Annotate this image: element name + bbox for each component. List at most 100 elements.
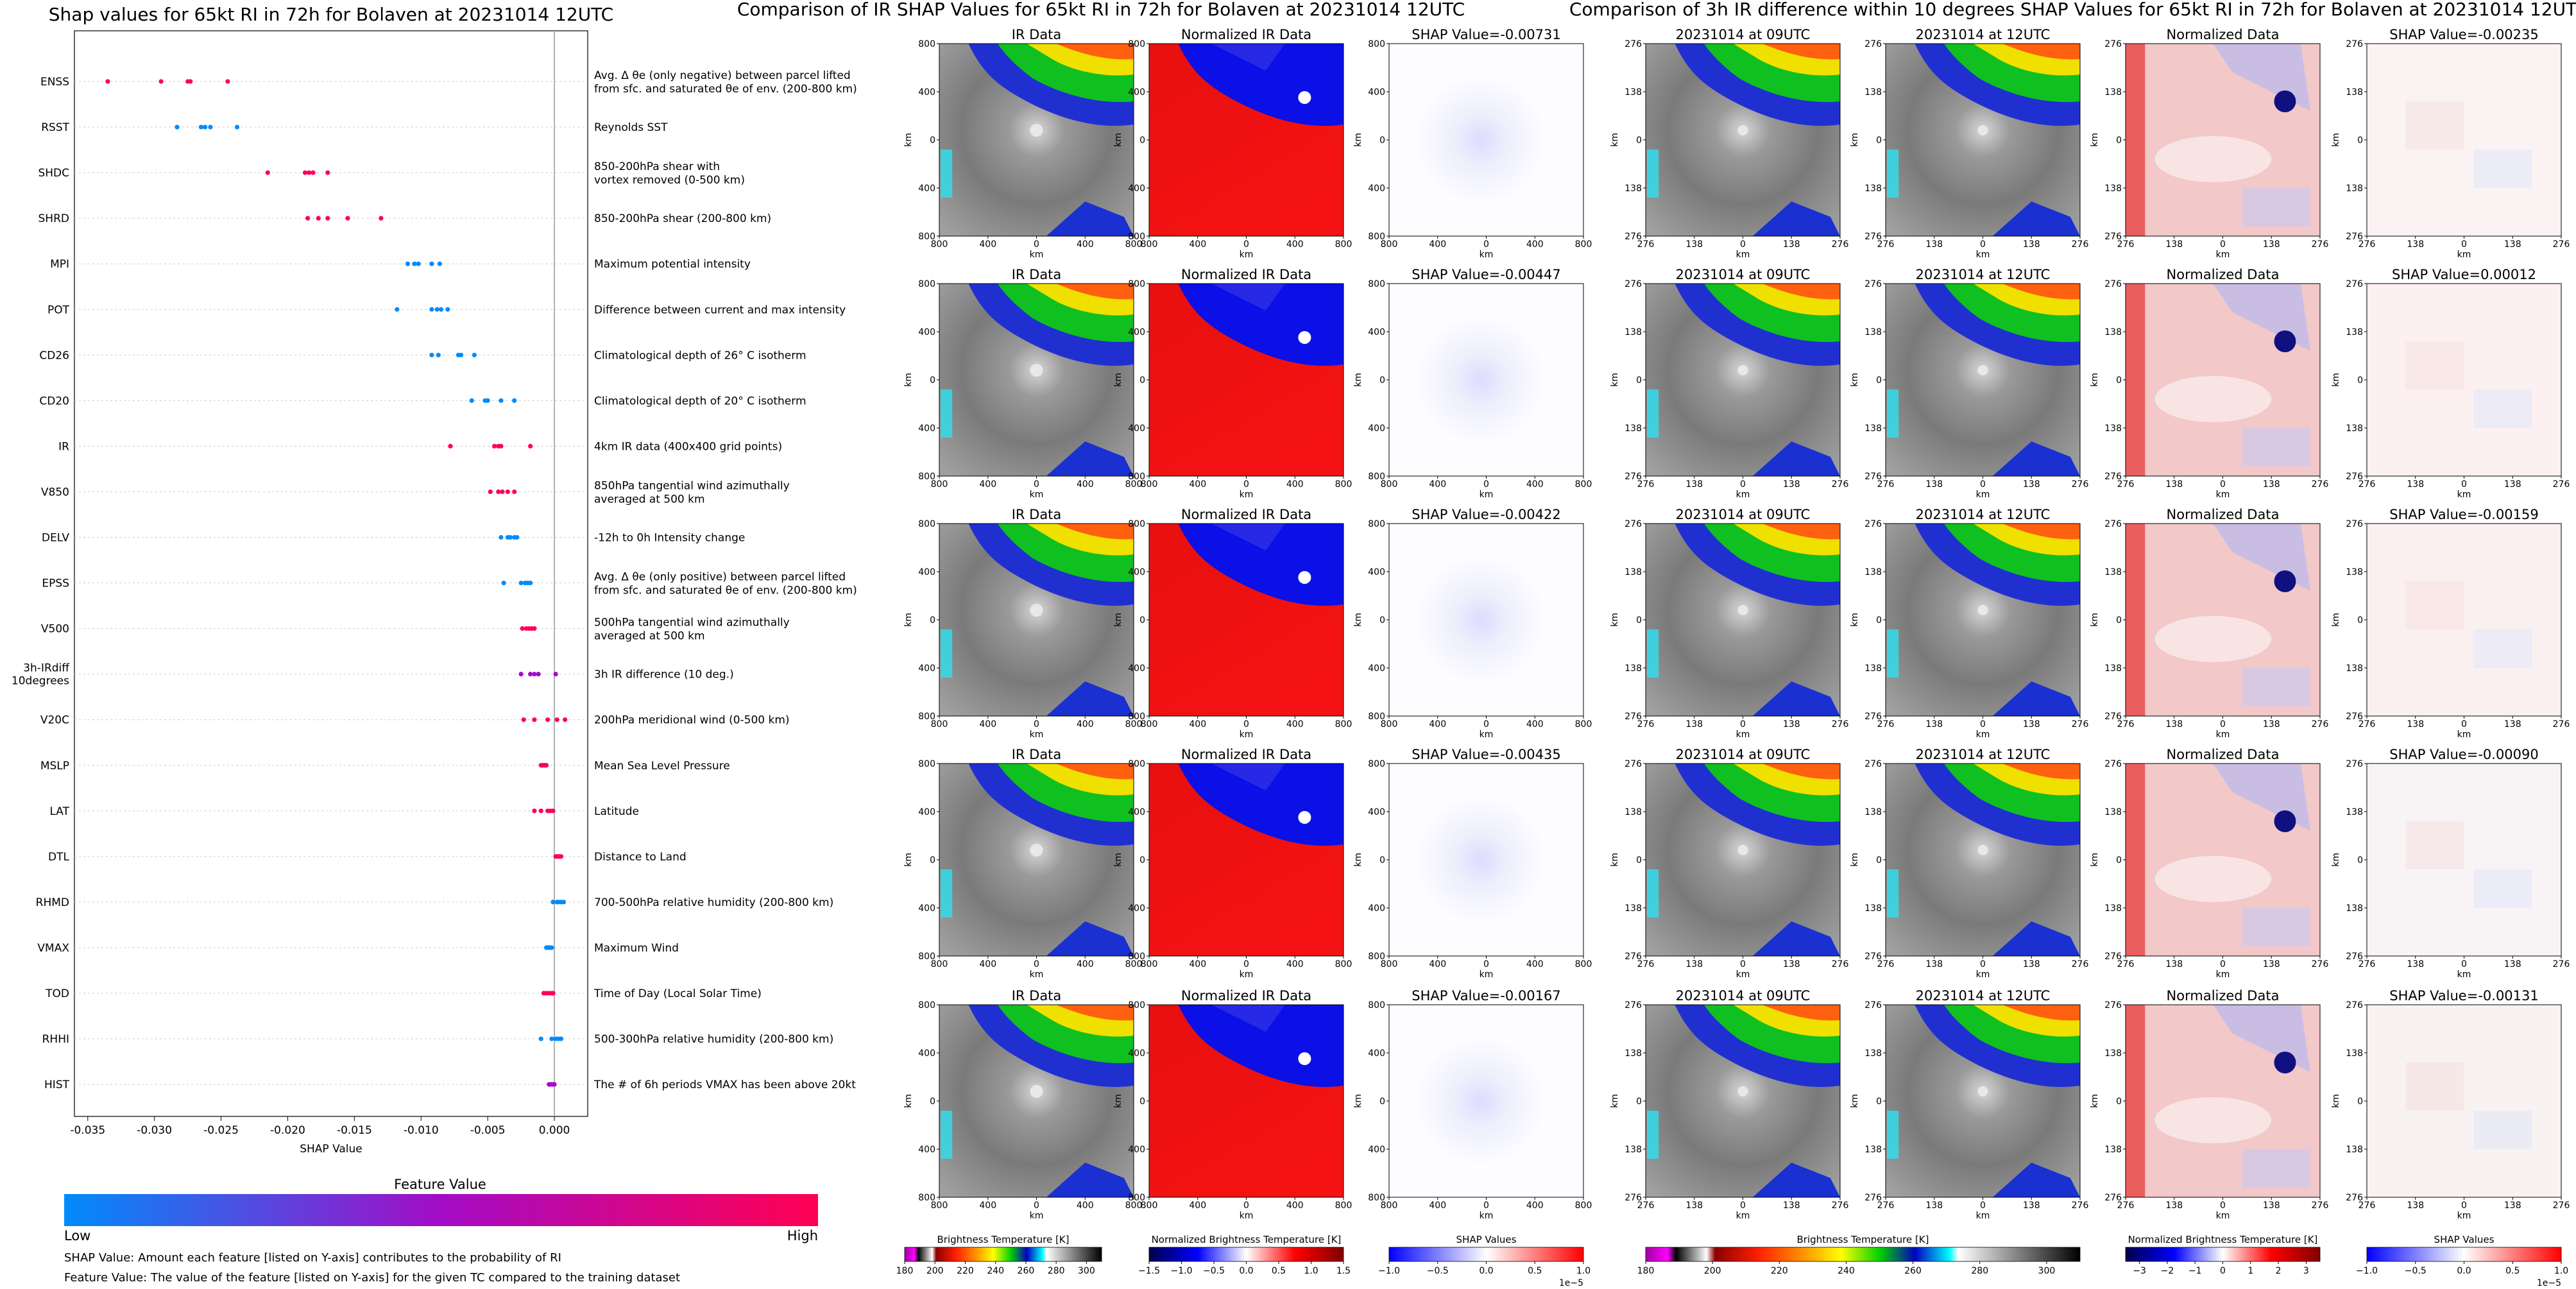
y-tick-label: 800 xyxy=(1368,1000,1385,1011)
y-tick-label: 0 xyxy=(2116,615,2122,626)
y-axis-label: km xyxy=(903,613,914,627)
normalized-ir-texture xyxy=(1211,44,1286,71)
y-tick-label: 138 xyxy=(1625,663,1642,674)
normalized-ir-spot xyxy=(1298,331,1311,344)
y-axis-label: km xyxy=(903,373,914,387)
feature-point xyxy=(437,261,442,266)
x-axis-label: km xyxy=(1240,969,1254,980)
x-tick-label: 276 xyxy=(2358,239,2376,250)
feature-description: from sfc. and saturated θe of env. (200-… xyxy=(594,83,857,96)
x-tick-label: 400 xyxy=(979,719,996,730)
x-tick-label: 800 xyxy=(1575,719,1592,730)
subplot-title: SHAP Value=0.00012 xyxy=(2392,267,2536,282)
x-axis-label: km xyxy=(1240,730,1254,740)
feature-point xyxy=(307,170,312,175)
x-tick-label: 138 xyxy=(2165,239,2183,250)
y-tick-label: 138 xyxy=(1625,87,1642,98)
x-tick-label: 0 xyxy=(1980,239,1986,250)
feature-description: Time of Day (Local Solar Time) xyxy=(593,987,762,1000)
y-axis-label: km xyxy=(2331,373,2341,387)
x-axis-label: km xyxy=(1976,490,1990,500)
feature-point xyxy=(203,124,208,130)
ir-eye xyxy=(1977,845,1988,855)
x-tick-label: 400 xyxy=(979,1200,996,1211)
feature-description: 3h IR difference (10 deg.) xyxy=(594,669,734,681)
y-tick-label: 400 xyxy=(1128,663,1145,674)
x-tick-label: 276 xyxy=(2358,959,2376,969)
feature-point xyxy=(552,1082,557,1087)
subplot-title: Normalized Data xyxy=(2167,267,2280,282)
colorbar-tick-label: 240 xyxy=(1838,1266,1855,1276)
ir-eye xyxy=(1737,365,1748,375)
y-tick-label: 276 xyxy=(1864,39,1882,49)
feature-point xyxy=(532,626,537,631)
normalized-diff-left-band xyxy=(2126,764,2145,956)
x-tick-label: 800 xyxy=(1141,1200,1158,1211)
ir-cloud-red xyxy=(2002,1005,2080,1021)
x-tick-label: 0 xyxy=(2220,719,2226,730)
x-tick-label: 276 xyxy=(1832,719,1849,730)
colorbar-tick-label: 0.5 xyxy=(1272,1266,1286,1276)
y-tick-label: 138 xyxy=(2346,567,2363,577)
x-tick-label: 800 xyxy=(1575,1200,1592,1211)
normalized-ir-cold-region xyxy=(1178,764,1343,846)
y-tick-label: 276 xyxy=(1864,1193,1882,1203)
normalized-ir-texture xyxy=(1211,1005,1286,1032)
x-axis-label: km xyxy=(2457,730,2471,740)
y-tick-label: 800 xyxy=(1368,279,1385,289)
y-tick-label: 400 xyxy=(918,1145,935,1155)
colorbar-high-label: High xyxy=(787,1228,818,1243)
x-axis-label: km xyxy=(1480,1211,1494,1221)
x-tick-label: 138 xyxy=(2023,239,2040,250)
subplot-title: Normalized IR Data xyxy=(1181,27,1311,42)
y-tick-label: 138 xyxy=(1625,423,1642,434)
x-axis-label: km xyxy=(1976,969,1990,980)
x-axis-label: km xyxy=(2216,490,2230,500)
colorbar-tick-label: 260 xyxy=(1018,1266,1035,1276)
y-tick-label: 800 xyxy=(1128,952,1145,962)
y-tick-label: 138 xyxy=(2346,1048,2363,1059)
x-tick-label: 138 xyxy=(2263,719,2280,730)
feature-point xyxy=(438,307,444,312)
subplot-title: SHAP Value=-0.00435 xyxy=(1412,747,1561,762)
colorbar-tick-label: 280 xyxy=(1971,1266,1988,1276)
y-tick-label: 0 xyxy=(2357,1097,2363,1107)
x-tick-label: 400 xyxy=(1077,959,1094,969)
ir-eye xyxy=(1030,844,1043,857)
subplot-title: IR Data xyxy=(1012,988,1062,1003)
colorbar-tick-label: −0.5 xyxy=(1427,1266,1449,1276)
x-axis-label: km xyxy=(1480,250,1494,260)
y-tick-label: 0 xyxy=(930,1097,935,1107)
subplot-title: IR Data xyxy=(1012,507,1062,522)
x-axis-label: km xyxy=(1976,250,1990,260)
x-tick-label: 0 xyxy=(1483,239,1489,250)
normalized-ir-spot xyxy=(1298,811,1311,824)
normalized-diff-dark-spot xyxy=(2274,570,2296,592)
x-tick-label: 138 xyxy=(1925,1200,1943,1211)
colorbar-tick-label: −3 xyxy=(2133,1266,2146,1276)
colorbar-tick-label: 1.0 xyxy=(1576,1266,1591,1276)
y-tick-label: 276 xyxy=(2346,519,2363,529)
ir-cyan-band xyxy=(1887,1111,1899,1159)
y-tick-label: 0 xyxy=(930,135,935,146)
feature-point xyxy=(188,79,193,84)
ir-cyan-band xyxy=(941,389,953,438)
y-axis-label: km xyxy=(2331,613,2341,627)
y-tick-label: 276 xyxy=(1625,1000,1642,1011)
x-tick-label: -0.020 xyxy=(270,1124,305,1137)
y-tick-label: 276 xyxy=(2104,519,2122,529)
ir-cyan-band xyxy=(941,629,953,678)
y-tick-label: 0 xyxy=(1139,375,1145,386)
x-tick-label: 0 xyxy=(1243,1200,1249,1211)
normalized-diff-left-band xyxy=(2126,44,2145,236)
x-tick-label: 276 xyxy=(2072,239,2089,250)
x-tick-label: 276 xyxy=(1877,719,1895,730)
feature-description: Mean Sea Level Pressure xyxy=(594,760,730,773)
y-tick-label: 0 xyxy=(2116,375,2122,386)
feature-description: Climatological depth of 26° C isotherm xyxy=(594,349,806,362)
ir-cloud-red xyxy=(2002,764,2080,780)
x-tick-label: 0 xyxy=(2461,719,2467,730)
y-tick-label: 276 xyxy=(1625,232,1642,242)
y-tick-label: 800 xyxy=(1368,472,1385,482)
subplot-title: Normalized IR Data xyxy=(1181,988,1311,1003)
